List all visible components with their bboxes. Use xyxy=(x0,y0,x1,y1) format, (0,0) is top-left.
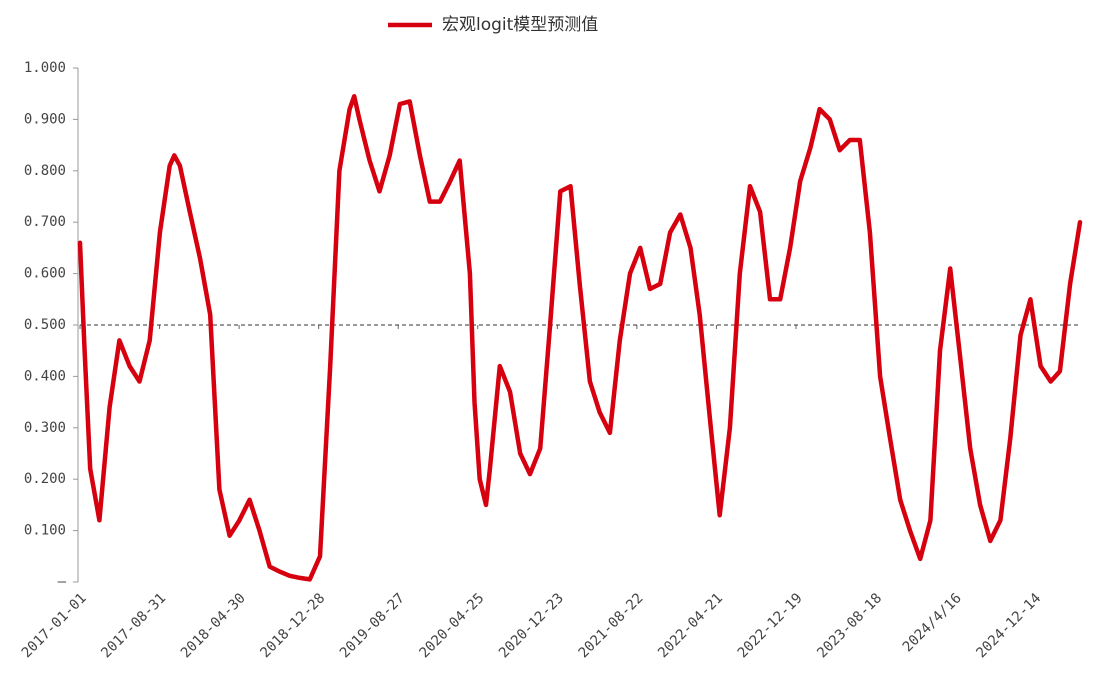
y-tick-label: 0.100 xyxy=(24,523,66,539)
x-tick-label: 2017-01-01 xyxy=(19,590,90,661)
y-tick-label: 0.400 xyxy=(24,368,66,384)
y-tick-label: 0.300 xyxy=(24,420,66,436)
y-tick-label: – xyxy=(58,574,67,590)
y-tick-label: 1.000 xyxy=(24,60,66,76)
y-tick-label: 0.500 xyxy=(24,317,66,333)
line-series xyxy=(77,94,1083,582)
y-tick-label: 0.200 xyxy=(24,471,66,487)
x-tick-label: 2021-08-22 xyxy=(576,590,647,661)
x-tick-label: 2018-12-28 xyxy=(257,590,328,661)
legend-label: 宏观logit模型预测值 xyxy=(442,15,598,35)
x-tick-label: 2018-04-30 xyxy=(178,590,249,661)
x-tick-label: 2020-12-23 xyxy=(496,590,567,661)
x-tick-label: 2024/4/16 xyxy=(900,590,965,655)
y-tick-label: 0.800 xyxy=(24,163,66,179)
y-tick-label: 0.700 xyxy=(24,214,66,230)
x-tick-label: 2023-08-18 xyxy=(814,590,885,661)
x-tick-label: 2022-04-21 xyxy=(655,590,726,661)
x-tick-label: 2020-04-25 xyxy=(417,590,488,661)
x-tick-label: 2024-12-14 xyxy=(973,590,1044,661)
x-tick-label: 2019-08-27 xyxy=(337,590,408,661)
x-tick-label: 2017-08-31 xyxy=(98,590,169,661)
y-tick-label: 0.900 xyxy=(24,111,66,127)
y-tick-label: 0.600 xyxy=(24,266,66,282)
x-tick-label: 2022-12-19 xyxy=(735,590,806,661)
